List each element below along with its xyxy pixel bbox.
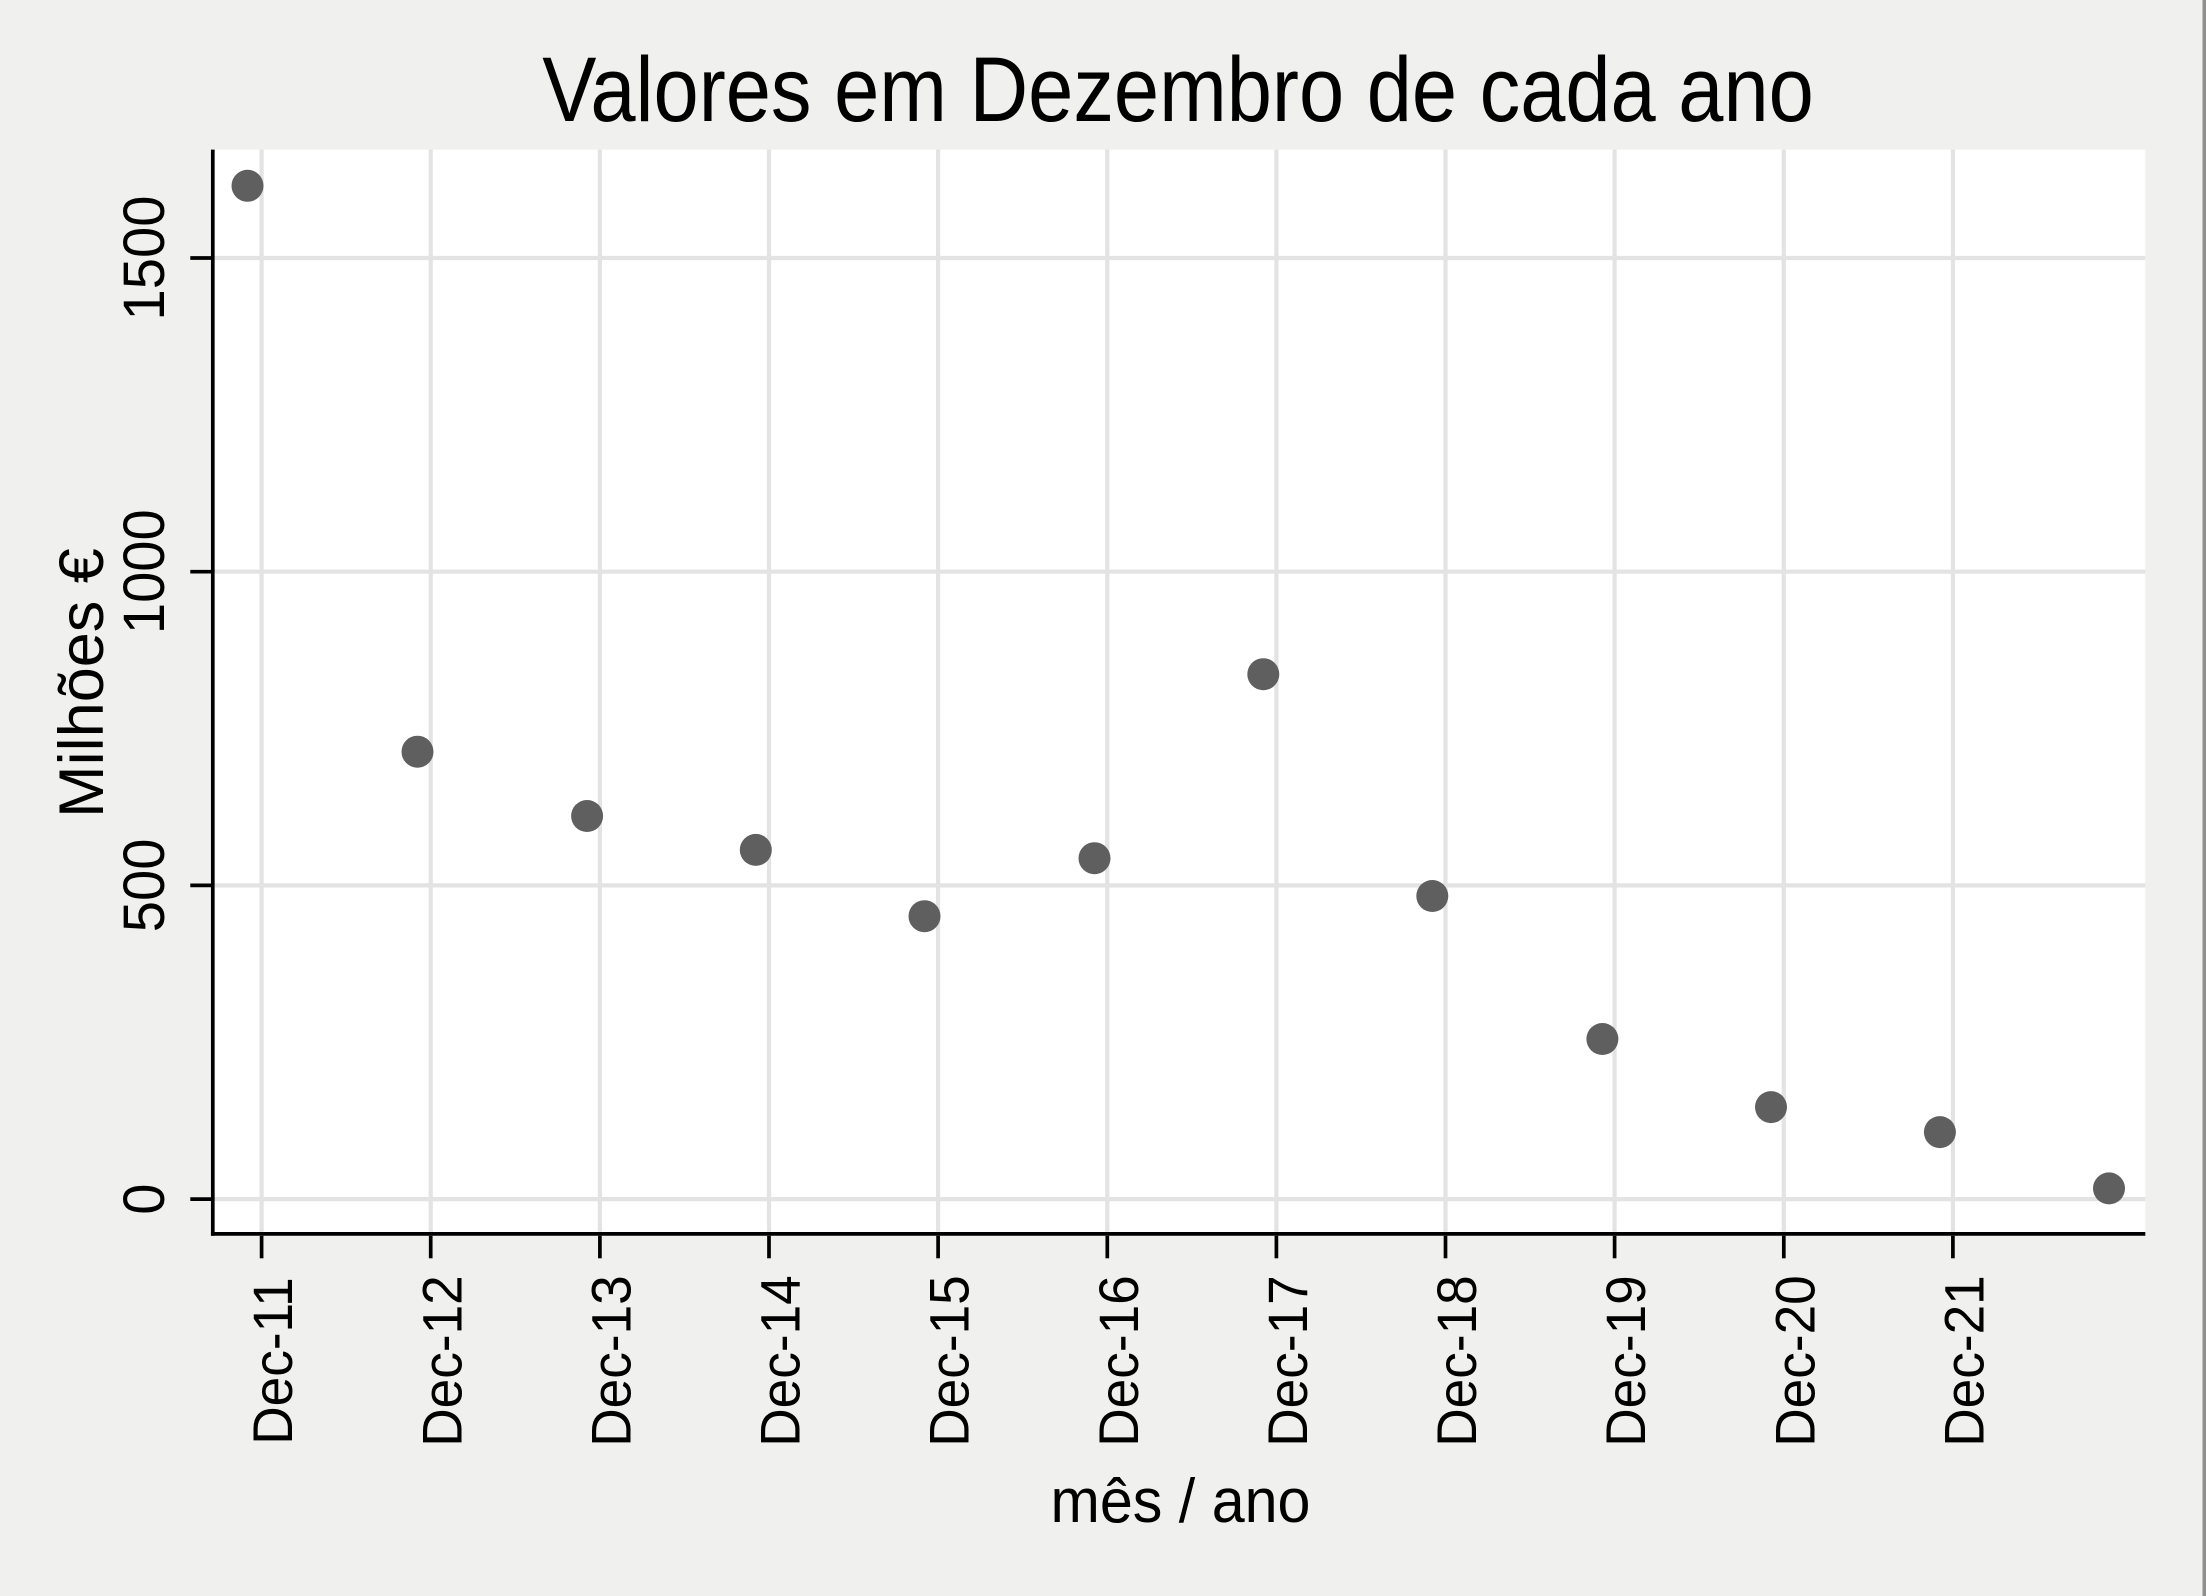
svg-text:Valores em Dezembro de cada an: Valores em Dezembro de cada ano — [542, 38, 1814, 141]
svg-text:Dec-16: Dec-16 — [1088, 1275, 1151, 1446]
svg-text:500: 500 — [112, 839, 177, 933]
svg-text:0: 0 — [112, 1183, 177, 1214]
svg-text:Dec-15: Dec-15 — [918, 1275, 981, 1446]
svg-text:1500: 1500 — [112, 196, 177, 321]
svg-text:1000: 1000 — [112, 509, 177, 634]
svg-text:Dec-20: Dec-20 — [1764, 1275, 1827, 1446]
svg-text:Dec-17: Dec-17 — [1257, 1275, 1320, 1446]
svg-text:Dec-21: Dec-21 — [1933, 1275, 1996, 1446]
svg-text:Dec-18: Dec-18 — [1426, 1275, 1489, 1446]
svg-text:Dec-19: Dec-19 — [1595, 1275, 1658, 1446]
svg-text:Milhões €: Milhões € — [47, 548, 117, 818]
svg-text:Dec-12: Dec-12 — [411, 1275, 474, 1446]
svg-text:Dec-11: Dec-11 — [242, 1277, 305, 1445]
svg-text:Dec-13: Dec-13 — [580, 1275, 643, 1446]
svg-text:mês / ano: mês / ano — [1051, 1466, 1311, 1536]
svg-text:Dec-14: Dec-14 — [749, 1275, 812, 1446]
